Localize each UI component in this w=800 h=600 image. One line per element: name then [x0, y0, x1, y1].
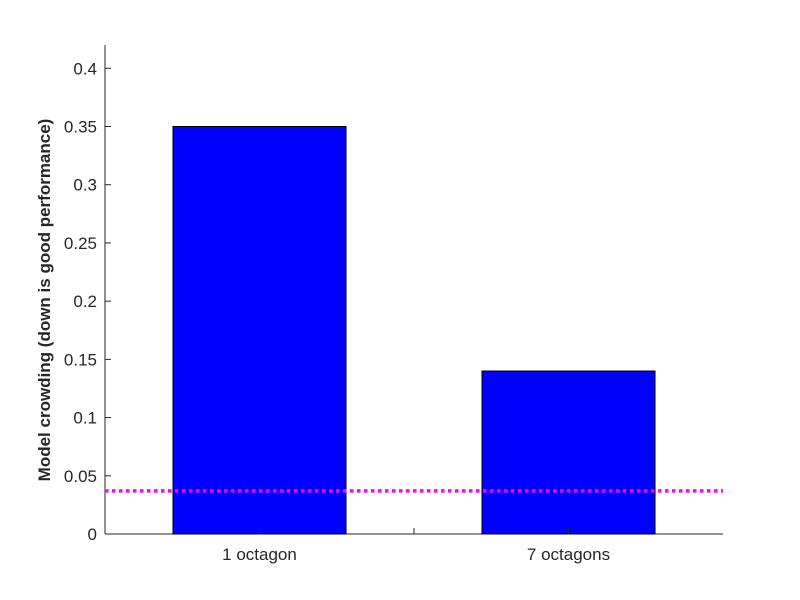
y-tick-label: 0.4 [73, 59, 97, 78]
ticks: 0 0.05 0.1 0.15 0.2 0.25 0.3 0.35 0.4 1 octagon 7 … [64, 59, 610, 564]
x-tick-label: 7 octagons [527, 545, 610, 564]
y-axis-label: Model crowding (down is good performance… [35, 119, 54, 482]
bars [172, 126, 656, 535]
y-tick-label: 0.2 [73, 292, 97, 311]
bar-2 [481, 370, 656, 535]
y-tick-label: 0.05 [64, 467, 97, 486]
y-tick-label: 0.3 [73, 176, 97, 195]
y-tick-label: 0.25 [64, 234, 97, 253]
bar-1 [172, 126, 347, 535]
y-tick-label: 0.15 [64, 350, 97, 369]
y-tick-label: 0 [88, 525, 97, 544]
x-tick-label: 1 octagon [222, 545, 297, 564]
y-tick-label: 0.1 [73, 409, 97, 428]
y-tick-label: 0.35 [64, 118, 97, 137]
